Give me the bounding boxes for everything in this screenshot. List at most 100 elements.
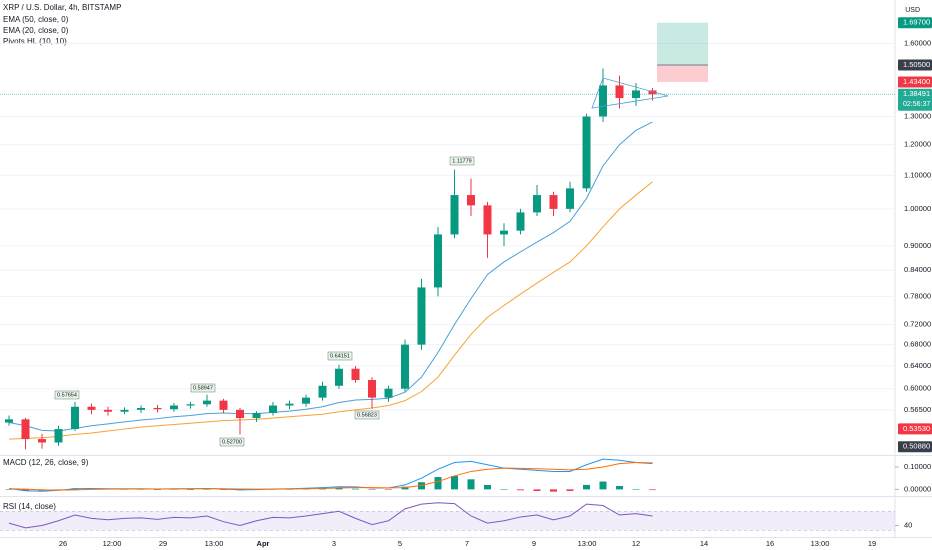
- candle-body: [104, 409, 112, 412]
- y-tick-label: 1.20000: [904, 140, 931, 149]
- candle-body: [186, 404, 195, 406]
- price-countdown: 02:56:37: [903, 101, 930, 108]
- candle-body: [120, 409, 129, 412]
- candle-body: [302, 397, 310, 404]
- price-tag: [898, 76, 932, 88]
- macd-histogram-bar: [154, 489, 161, 490]
- rsi-legend: RSI (14, close): [3, 502, 56, 511]
- candle-body: [87, 406, 96, 410]
- macd-histogram-bar: [187, 489, 194, 490]
- price-tag: [898, 59, 932, 71]
- pivot-label-bg: [190, 383, 216, 393]
- candle-body: [351, 368, 360, 381]
- candle-body: [566, 188, 574, 209]
- price-tag-label: 0.53530: [903, 424, 930, 433]
- x-tick-label: 5: [398, 539, 402, 548]
- macd-histogram-bar: [22, 489, 29, 491]
- candle-body: [582, 116, 591, 189]
- stop-loss-zone: [657, 64, 708, 82]
- x-tick-label: 13:00: [811, 539, 830, 548]
- price-tag-label: 1.43400: [903, 77, 930, 86]
- price-tag-label: 1.38491: [903, 89, 930, 98]
- ema-line: [8, 121, 653, 432]
- macd-histogram-bar: [220, 489, 227, 490]
- take-profit-zone: [657, 22, 708, 65]
- indicator-legend: Pivots HL (10, 10): [3, 37, 67, 46]
- candle-body: [335, 368, 343, 386]
- candle-body: [269, 405, 277, 413]
- candle-body: [533, 195, 541, 213]
- macd-histogram-bar: [583, 484, 590, 490]
- candle-body: [632, 90, 640, 99]
- x-tick-label: 13:00: [578, 539, 597, 548]
- y-tick-label: 0.90000: [904, 241, 931, 250]
- candle-body: [5, 419, 13, 423]
- pivot-label: 0.52700: [222, 439, 242, 445]
- chart-title: XRP / U.S. Dollar, 4h, BITSTAMP: [3, 3, 121, 12]
- y-tick-label: 0.72000: [904, 319, 931, 328]
- x-tick-label: 26: [59, 539, 67, 548]
- pivot-label: 1.11779: [452, 158, 471, 164]
- macd-histogram-bar: [203, 489, 211, 490]
- x-tick-label: 3: [332, 539, 336, 548]
- macd-legend: MACD (12, 26, close, 9): [3, 458, 89, 467]
- pivot-label: 0.58947: [193, 385, 213, 391]
- y-tick-label: 0.00000: [904, 484, 931, 493]
- candle-body: [71, 406, 79, 430]
- y-tick-label: 1.00000: [904, 204, 931, 213]
- macd-histogram-bar: [385, 489, 392, 490]
- macd-histogram-bar: [484, 484, 491, 490]
- candle-body: [648, 90, 657, 95]
- signal-line: [8, 461, 653, 491]
- macd-histogram-bar: [550, 489, 557, 492]
- pivot-label: 0.64151: [330, 353, 350, 359]
- x-tick-label: 9: [532, 539, 536, 548]
- x-tick-label: Apr: [257, 539, 270, 548]
- candle-body: [417, 287, 426, 345]
- pivot-label: 0.56823: [357, 412, 377, 418]
- candle-body: [615, 85, 624, 99]
- candle-body: [384, 388, 393, 398]
- macd-histogram-bar: [517, 489, 524, 491]
- candle-body: [137, 407, 145, 410]
- candle-body: [401, 344, 409, 389]
- x-tick-label: 12:00: [103, 539, 122, 548]
- macd-histogram-bar: [599, 481, 607, 490]
- pivot-label-bg: [327, 351, 353, 361]
- candle-body: [549, 195, 558, 209]
- y-tick-label: 1.30000: [904, 111, 931, 120]
- candle-body: [236, 409, 244, 419]
- macd-histogram-bar: [451, 475, 458, 490]
- candle-body: [285, 403, 294, 406]
- candle-body: [252, 412, 261, 419]
- macd-histogram-bar: [566, 489, 574, 491]
- x-tick-label: 12: [632, 539, 640, 548]
- x-tick-label: 13:00: [205, 539, 224, 548]
- candle-body: [21, 419, 30, 440]
- y-tick-label: 0.78000: [904, 291, 931, 300]
- candle-body: [368, 380, 376, 398]
- candle-body: [467, 195, 475, 206]
- currency: USD: [905, 7, 920, 14]
- candle-body: [318, 385, 327, 398]
- y-tick-label: 0.60000: [904, 384, 931, 393]
- candle-body: [38, 439, 46, 443]
- rsi-line: [8, 502, 653, 529]
- y-tick-label: 40: [904, 520, 912, 529]
- candle-body: [434, 234, 442, 288]
- pivot-label-bg: [54, 390, 80, 400]
- candle-body: [500, 230, 508, 235]
- indicator-legend: EMA (20, close, 0): [3, 26, 69, 35]
- candle-body: [599, 85, 607, 117]
- macd-histogram-bar: [335, 488, 343, 490]
- candle-body: [153, 407, 162, 410]
- macd-histogram-bar: [467, 479, 475, 490]
- triangle-pattern: [591, 77, 669, 109]
- candle-body: [450, 195, 459, 235]
- candle-body: [516, 212, 525, 231]
- x-tick-label: 16: [766, 539, 774, 548]
- macd-histogram-bar: [616, 486, 623, 490]
- macd-histogram-bar: [533, 489, 541, 491]
